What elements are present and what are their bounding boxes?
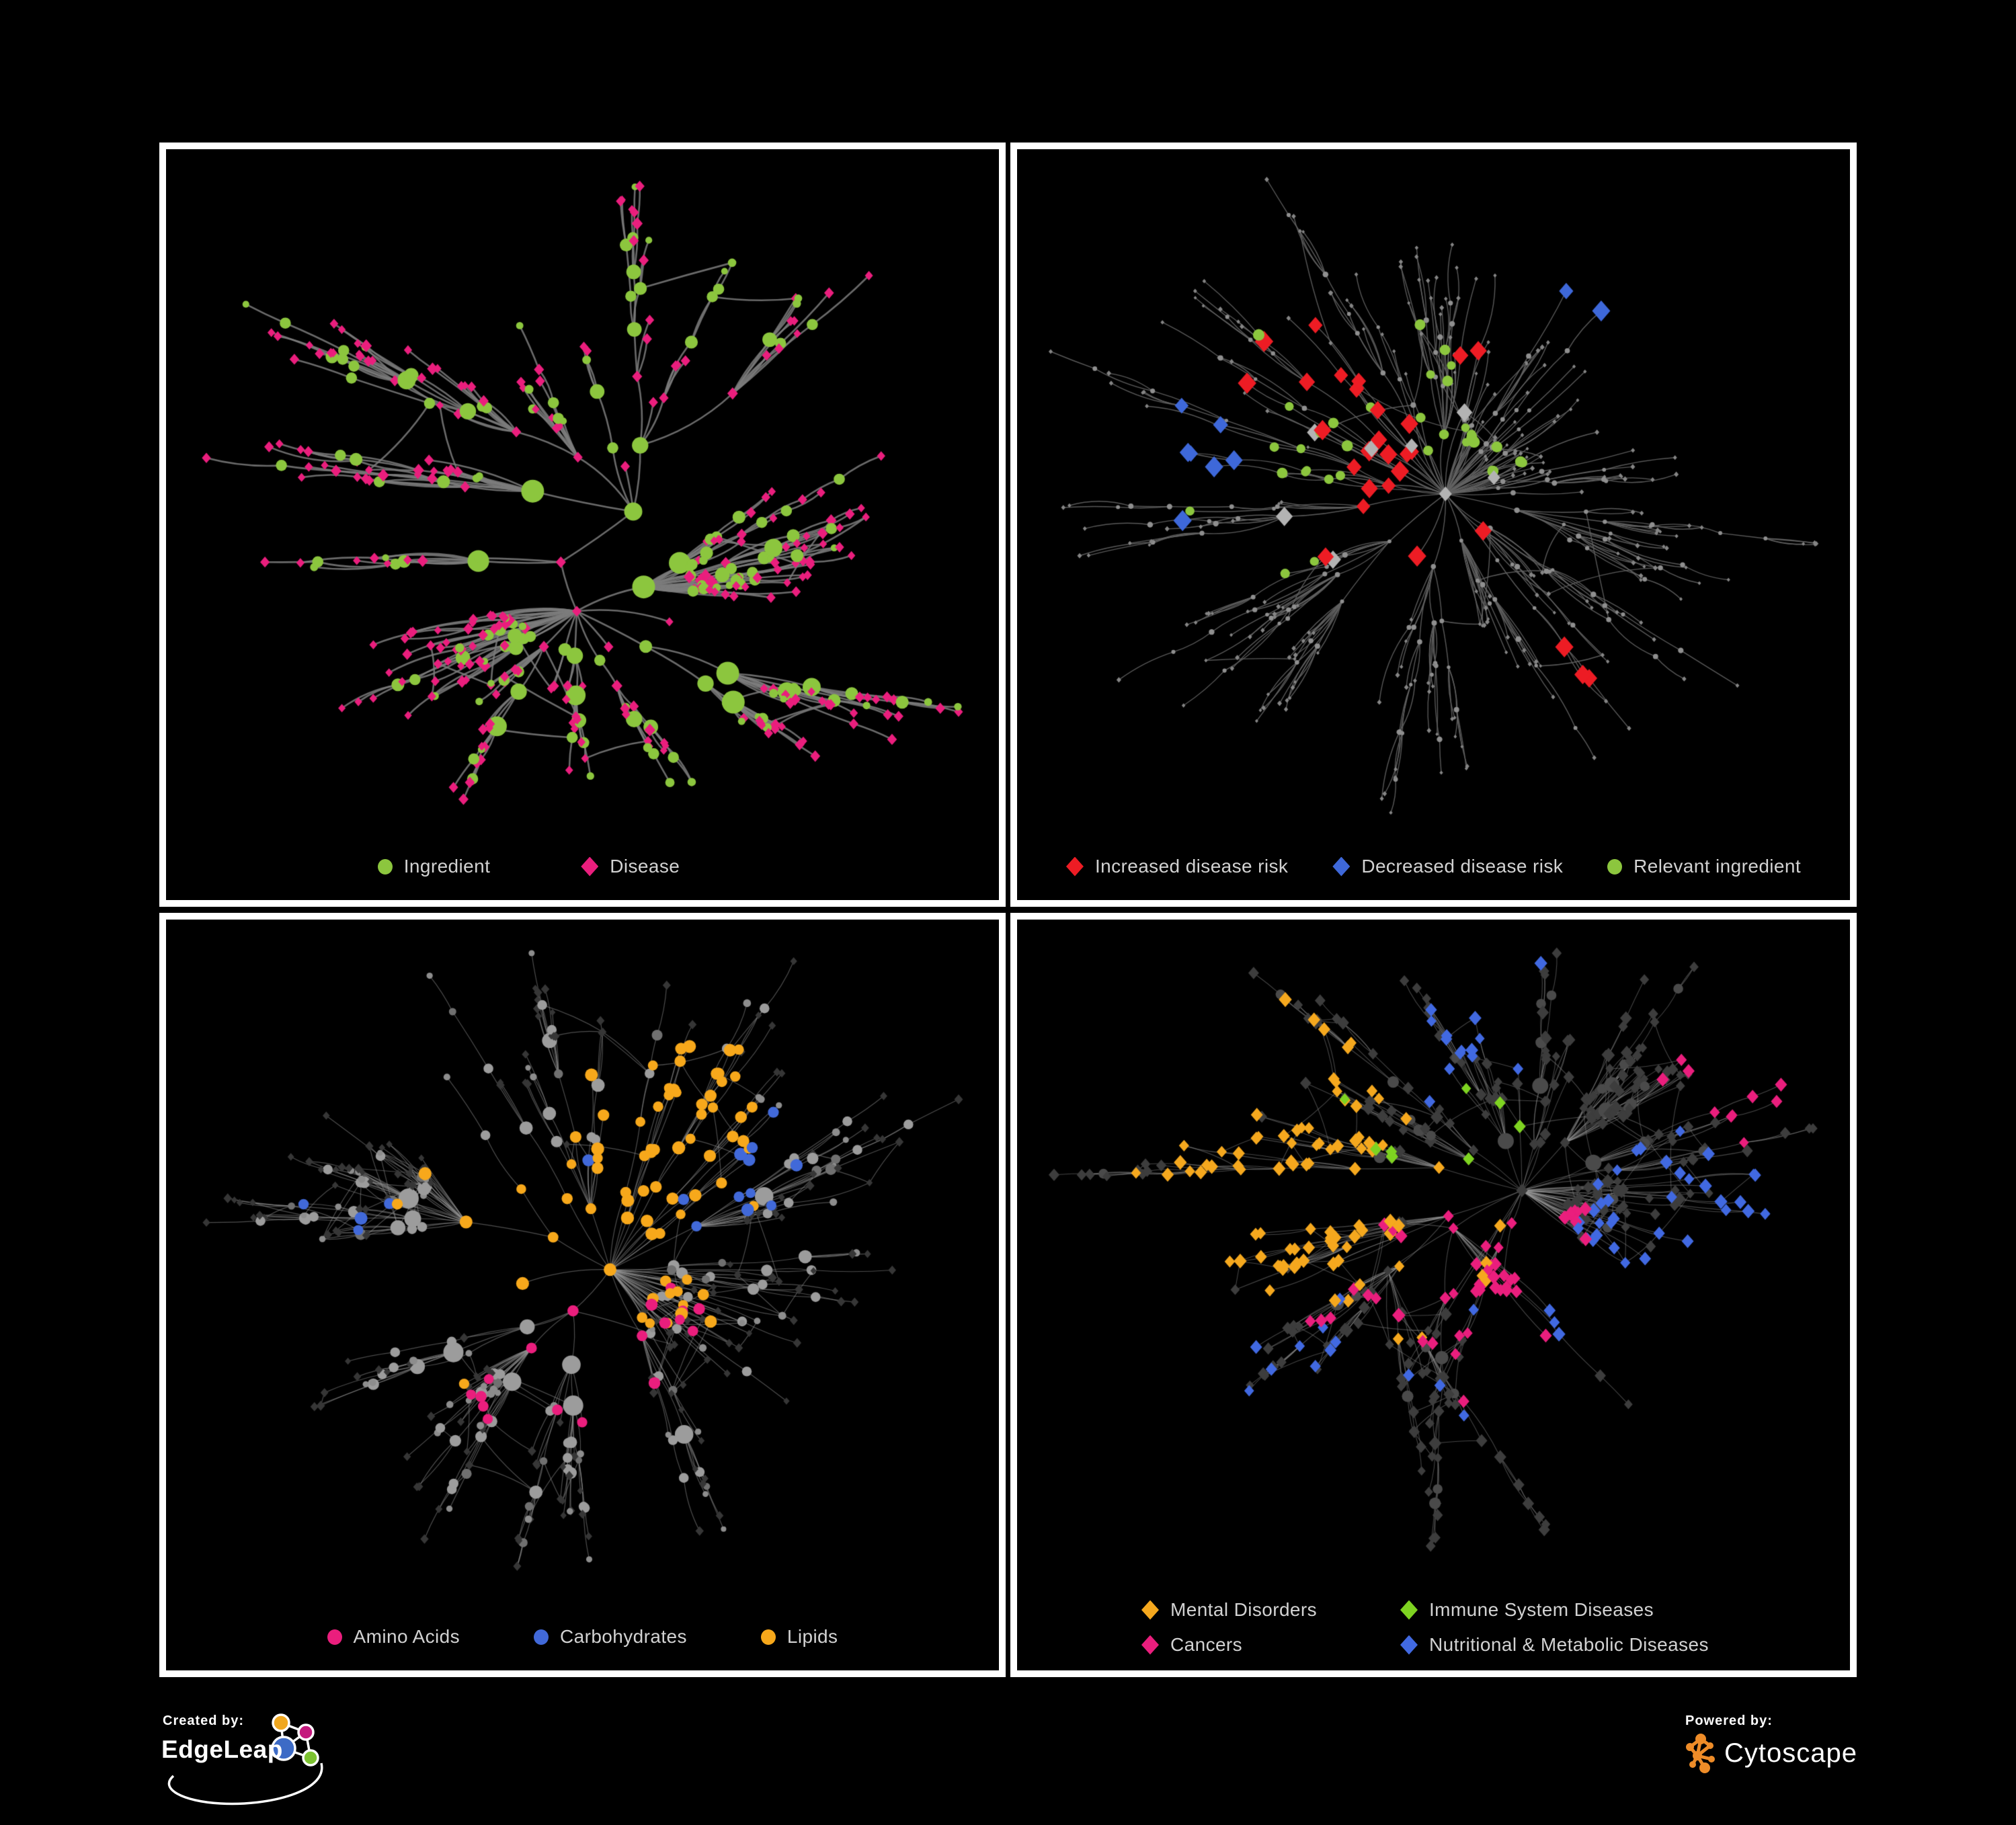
network-canvas-nutrient-classes <box>166 920 999 1670</box>
legend-item-increased-risk: Increased disease risk <box>1065 856 1289 877</box>
decreased-risk-diamond-icon <box>1332 856 1350 877</box>
legend-label-relevant-ingredient: Relevant ingredient <box>1634 856 1802 877</box>
network-canvas-ingredient-disease <box>166 149 999 900</box>
cancers-diamond-icon <box>1141 1635 1159 1655</box>
carbohydrates-circle-icon <box>534 1629 549 1645</box>
panel-disease-categories-network: Mental Disorders Immune System Diseases … <box>1010 913 1857 1677</box>
disease-diamond-icon <box>581 856 599 877</box>
lipids-circle-icon <box>760 1629 776 1645</box>
legend-label-ingredient: Ingredient <box>403 856 491 877</box>
legend-item-decreased-risk: Decreased disease risk <box>1332 856 1563 877</box>
edgeleap-logo-icon <box>167 1713 323 1806</box>
edgeleap-wordmark: EdgeLeap <box>161 1736 283 1763</box>
legend-item-nutritional-metabolic-diseases: Nutritional & Metabolic Diseases <box>1400 1634 1709 1656</box>
legend-label-increased-risk: Increased disease risk <box>1094 856 1289 877</box>
legend-label-cancers: Cancers <box>1170 1634 1243 1655</box>
legend-item-cancers: Cancers <box>1141 1634 1400 1656</box>
legend-label-nutritional-metabolic-diseases: Nutritional & Metabolic Diseases <box>1429 1634 1709 1655</box>
legend-item-amino-acids: Amino Acids <box>327 1626 460 1648</box>
powered-by-block: Powered by: Cytoscap <box>1684 1711 1857 1773</box>
nutritional-metabolic-diseases-diamond-icon <box>1400 1635 1418 1655</box>
legend-item-disease: Disease <box>581 856 680 877</box>
panel-ingredient-disease-network: Ingredient Disease <box>159 143 1006 907</box>
panel-nutrient-classes-network: Amino Acids Carbohydrates Lipids <box>159 913 1006 1677</box>
legend-label-lipids: Lipids <box>787 1626 838 1647</box>
panel-disease-risk-network: Increased disease risk Decreased disease… <box>1010 143 1857 907</box>
legend-nutrient-classes: Amino Acids Carbohydrates Lipids <box>166 1626 999 1648</box>
mental-disorders-diamond-icon <box>1141 1600 1159 1620</box>
created-by-block: Created by: EdgeLeap <box>161 1711 424 1825</box>
legend-disease-categories: Mental Disorders Immune System Diseases … <box>1017 1599 1850 1656</box>
legend-ingredient-disease: Ingredient Disease <box>166 856 999 877</box>
legend-label-mental-disorders: Mental Disorders <box>1170 1599 1318 1620</box>
amino-acids-circle-icon <box>327 1629 342 1645</box>
legend-item-mental-disorders: Mental Disorders <box>1141 1599 1400 1621</box>
immune-system-diseases-diamond-icon <box>1400 1600 1418 1620</box>
legend-label-carbohydrates: Carbohydrates <box>560 1626 687 1647</box>
relevant-ingredient-circle-icon <box>1607 858 1623 875</box>
network-canvas-disease-risk <box>1017 149 1850 900</box>
legend-item-relevant-ingredient: Relevant ingredient <box>1607 856 1801 877</box>
network-canvas-disease-categories <box>1017 920 1850 1670</box>
legend-item-carbohydrates: Carbohydrates <box>534 1626 687 1648</box>
increased-risk-diamond-icon <box>1065 856 1084 877</box>
legend-item-lipids: Lipids <box>760 1626 838 1648</box>
legend-disease-risk: Increased disease risk Decreased disease… <box>1017 856 1850 877</box>
legend-label-amino-acids: Amino Acids <box>353 1626 460 1647</box>
cytoscape-logo-icon <box>1686 1734 1715 1773</box>
powered-by-label: Powered by: <box>1685 1713 1773 1728</box>
legend-label-immune-system-diseases: Immune System Diseases <box>1429 1599 1654 1620</box>
legend-label-disease: Disease <box>610 856 680 877</box>
cytoscape-wordmark: Cytoscape <box>1724 1738 1857 1768</box>
created-by-label: Created by: <box>163 1713 245 1728</box>
legend-item-ingredient: Ingredient <box>377 856 491 877</box>
legend-item-immune-system-diseases: Immune System Diseases <box>1400 1599 1709 1621</box>
ingredient-circle-icon <box>377 858 393 875</box>
legend-label-decreased-risk: Decreased disease risk <box>1361 856 1564 877</box>
